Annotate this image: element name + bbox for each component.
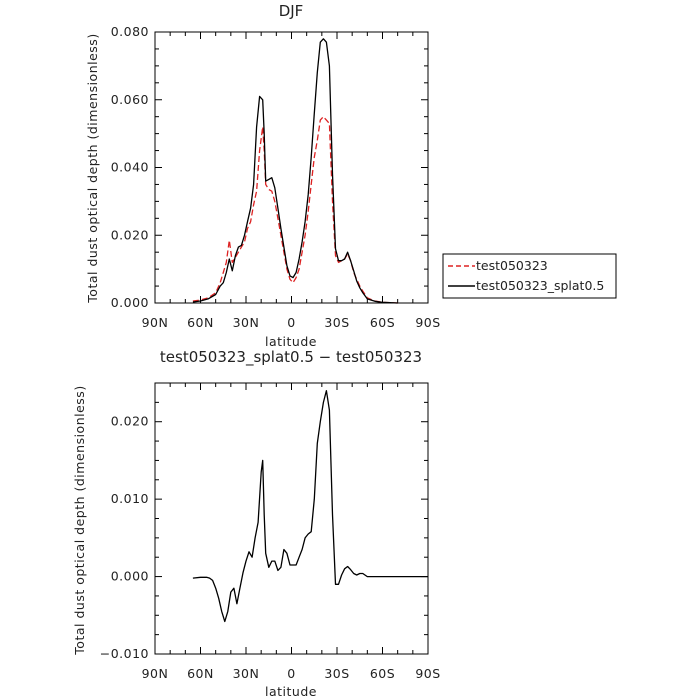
top-x-tick-label: 60N: [187, 315, 214, 330]
top-series-line-1: [192, 38, 398, 304]
top-series-group: [192, 38, 398, 304]
bottom-x-tick-label: 90S: [415, 666, 440, 681]
bottom-plot-frame: [154, 382, 429, 655]
top-x-tick-label: 90N: [142, 315, 169, 330]
top-axis-ticks: 90N 60N 30N 0 30S 60S 90S 0.000 0.020 0.040 0.060 0…: [111, 24, 440, 330]
top-y-tick-label: 0.040: [111, 160, 149, 175]
top-y-tick-label: 0.060: [111, 92, 149, 107]
bottom-y-tick-label: 0.000: [111, 569, 149, 584]
top-x-tick-label: 0: [287, 315, 295, 330]
top-plot-frame: [154, 31, 429, 304]
bottom-series-group: [192, 390, 428, 623]
top-x-tick-label: 90S: [415, 315, 440, 330]
top-x-axis-label: latitude: [265, 334, 317, 349]
bottom-series-line-0: [192, 390, 428, 623]
legend-label-test050323-splat: test050323_splat0.5: [476, 278, 604, 293]
bottom-x-tick-label: 0: [287, 666, 295, 681]
bottom-y-tick-label: 0.020: [111, 414, 149, 429]
bottom-x-tick-label: 60S: [370, 666, 395, 681]
legend-box: [442, 253, 617, 299]
bottom-x-axis-label: latitude: [265, 684, 317, 699]
top-x-tick-label: 30N: [233, 315, 260, 330]
bottom-y-axis-label: Total dust optical depth (dimensionless): [72, 385, 87, 655]
bottom-y-tick-label: −0.010: [100, 646, 149, 661]
top-y-axis-label: Total dust optical depth (dimensionless): [85, 33, 100, 303]
bottom-x-tick-label: 60N: [187, 666, 214, 681]
bottom-x-tick-label: 90N: [142, 666, 169, 681]
top-y-tick-label: 0.080: [111, 24, 149, 39]
bottom-axis-ticks: 90N 60N 30N 0 30S 60S 90S −0.010 0.000 0.010 0.020: [100, 382, 440, 681]
bottom-x-tick-label: 30S: [324, 666, 349, 681]
legend-label-test050323: test050323: [476, 258, 548, 273]
top-x-tick-label: 30S: [324, 315, 349, 330]
top-panel: DJF Total dust optical depth (dimensionl…: [85, 2, 440, 349]
top-y-tick-label: 0.020: [111, 227, 149, 242]
legend: test050323 test050323_splat0.5: [442, 253, 617, 299]
bottom-panel: test050323_splat0.5 − test050323 Total d…: [72, 348, 440, 699]
bottom-x-tick-label: 30N: [233, 666, 260, 681]
bottom-y-tick-label: 0.010: [111, 491, 149, 506]
top-x-tick-label: 60S: [370, 315, 395, 330]
bottom-chart-title: test050323_splat0.5 − test050323: [160, 348, 422, 367]
top-chart-title: DJF: [279, 2, 304, 20]
top-y-tick-label: 0.000: [111, 295, 149, 310]
